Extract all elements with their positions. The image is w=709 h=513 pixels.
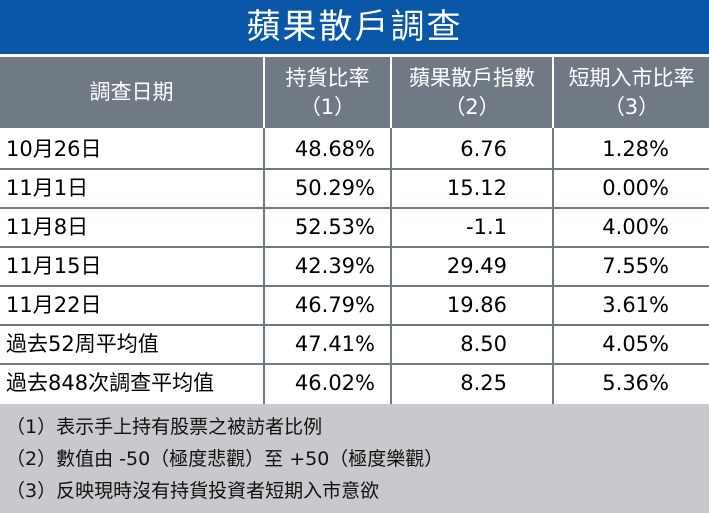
header-divider bbox=[390, 57, 392, 128]
cell-short: 4.00% bbox=[602, 215, 669, 239]
column-divider bbox=[390, 128, 392, 404]
cell-holding: 42.39% bbox=[294, 254, 375, 278]
cell-holding: 46.02% bbox=[294, 371, 375, 395]
cell-date: 過去848次調查平均值 bbox=[6, 371, 215, 395]
header-index: 蘋果散戶指數 （2） bbox=[392, 57, 552, 128]
row-divider bbox=[0, 168, 709, 170]
cell-short: 4.05% bbox=[602, 332, 669, 356]
row-divider bbox=[0, 207, 709, 209]
header-index-note: （2） bbox=[444, 94, 500, 119]
cell-index: 8.25 bbox=[460, 371, 507, 395]
row-divider bbox=[0, 324, 709, 326]
header-divider bbox=[263, 57, 265, 128]
cell-short: 0.00% bbox=[602, 176, 669, 200]
column-divider bbox=[552, 128, 554, 404]
cell-date: 10月26日 bbox=[6, 137, 102, 161]
cell-index: 29.49 bbox=[446, 254, 507, 278]
header-holding-note: （1） bbox=[299, 94, 356, 119]
header-date-label: 調查日期 bbox=[89, 80, 174, 104]
table-row: 11月22日 46.79% 19.86 3.61% bbox=[0, 286, 709, 324]
table-header: 調查日期 持貨比率 （1） 蘋果散戶指數 （2） 短期入市比率 （3） bbox=[0, 57, 709, 128]
header-holding-label: 持貨比率 bbox=[285, 65, 370, 90]
table-title: 蘋果散戶調查 bbox=[0, 0, 709, 54]
table-row: 11月1日 50.29% 15.12 0.00% bbox=[0, 169, 709, 207]
table-row: 10月26日 48.68% 6.76 1.28% bbox=[0, 130, 709, 168]
cell-holding: 46.79% bbox=[294, 293, 375, 317]
footnote-2: （2）數值由 -50（極度悲觀）至 +50（極度樂觀） bbox=[6, 448, 444, 470]
header-short-note: （3） bbox=[603, 94, 660, 119]
footnote-3: （3）反映現時沒有持貨投資者短期入市意欲 bbox=[6, 480, 380, 502]
footnote-1: （1）表示手上持有股票之被訪者比例 bbox=[6, 416, 323, 438]
header-index-label: 蘋果散戶指數 bbox=[409, 65, 535, 90]
cell-index: 15.12 bbox=[446, 176, 507, 200]
table-row: 11月8日 52.53% -1.1 4.00% bbox=[0, 208, 709, 246]
cell-short: 7.55% bbox=[602, 254, 669, 278]
row-divider bbox=[0, 363, 709, 365]
table-row: 11月15日 42.39% 29.49 7.55% bbox=[0, 247, 709, 285]
column-divider bbox=[263, 128, 265, 404]
row-divider bbox=[0, 246, 709, 248]
header-short: 短期入市比率 （3） bbox=[554, 57, 709, 128]
cell-date: 11月22日 bbox=[6, 293, 102, 317]
table-row: 過去848次調查平均值 46.02% 8.25 5.36% bbox=[0, 364, 709, 402]
cell-short: 1.28% bbox=[602, 137, 669, 161]
cell-holding: 50.29% bbox=[294, 176, 375, 200]
cell-index: 19.86 bbox=[446, 293, 507, 317]
cell-index: -1.1 bbox=[466, 215, 507, 239]
cell-holding: 48.68% bbox=[294, 137, 375, 161]
cell-date: 過去52周平均值 bbox=[6, 332, 159, 356]
header-short-label: 短期入市比率 bbox=[568, 65, 695, 90]
cell-holding: 47.41% bbox=[294, 332, 375, 356]
cell-index: 8.50 bbox=[460, 332, 507, 356]
cell-date: 11月15日 bbox=[6, 254, 102, 278]
footnotes: （1）表示手上持有股票之被訪者比例 （2）數值由 -50（極度悲觀）至 +50（… bbox=[0, 404, 709, 513]
cell-holding: 52.53% bbox=[294, 215, 375, 239]
cell-date: 11月1日 bbox=[6, 176, 89, 200]
header-divider bbox=[552, 57, 554, 128]
row-divider bbox=[0, 285, 709, 287]
header-date: 調查日期 bbox=[0, 57, 263, 128]
cell-index: 6.76 bbox=[460, 137, 507, 161]
cell-short: 5.36% bbox=[602, 371, 669, 395]
cell-short: 3.61% bbox=[602, 293, 669, 317]
header-holding: 持貨比率 （1） bbox=[265, 57, 390, 128]
table-row: 過去52周平均值 47.41% 8.50 4.05% bbox=[0, 325, 709, 363]
cell-date: 11月8日 bbox=[6, 215, 89, 239]
